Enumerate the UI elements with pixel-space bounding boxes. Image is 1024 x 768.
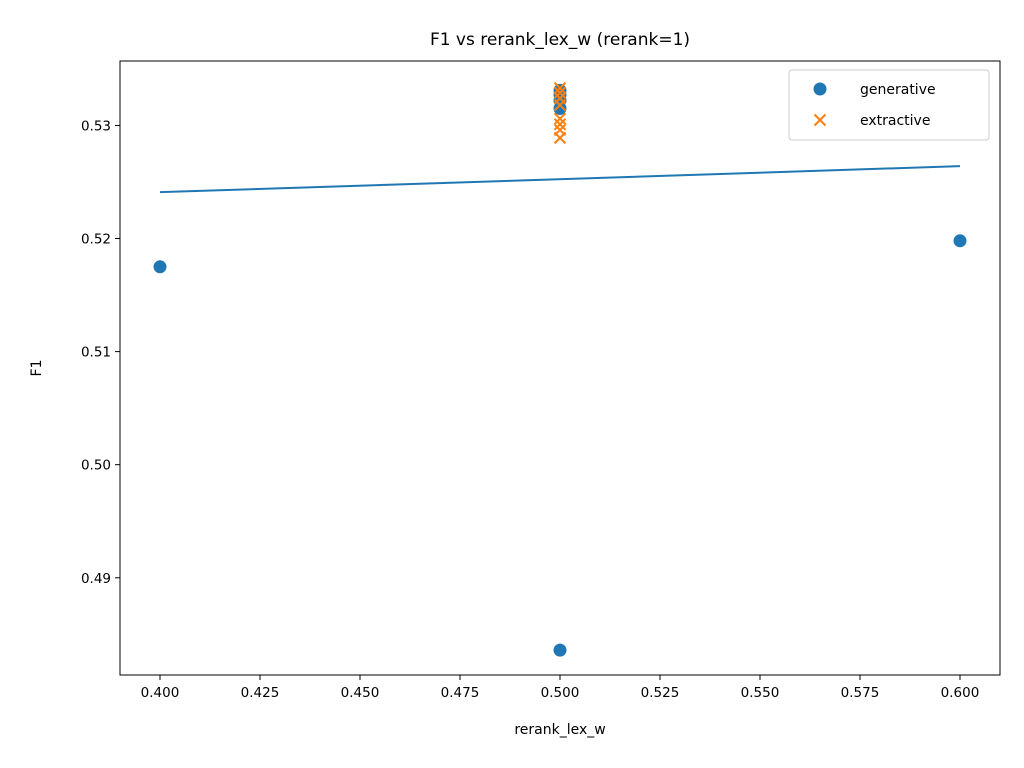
data-point-generative [153,260,167,274]
y-tick-label: 0.50 [81,458,111,474]
legend-label-generative: generative [860,82,936,98]
x-tick-label: 0.400 [141,685,180,701]
trend-line [159,165,961,194]
x-tick-label: 0.600 [941,685,980,701]
x-tick-label: 0.550 [741,685,780,701]
x-tick-label: 0.475 [441,685,480,701]
legend-box [788,69,990,141]
data-point-extractive [553,92,567,105]
data-point-generative [953,234,967,248]
y-tick-label: 0.53 [81,118,111,134]
x-tick-label: 0.500 [541,685,580,701]
x-tick-label: 0.575 [841,685,880,701]
y-tick-label: 0.49 [81,571,111,587]
data-point-extractive [553,123,567,137]
x-tick-label: 0.425 [241,685,280,701]
y-tick-label: 0.52 [81,232,111,248]
legend-marker-generative [813,82,827,96]
data-point-extractive [553,112,567,125]
y-tick-label: 0.51 [81,345,111,361]
legend: generative extractive [788,69,990,141]
plot-area: 0.400 0.425 0.450 0.475 0.500 0.525 0.550 0.575… [81,60,1001,701]
y-axis-label: F1 [29,360,45,377]
data-point-extractive [553,86,567,99]
x-tick-label: 0.525 [641,685,680,701]
chart-title: F1 vs rerank_lex_w (rerank=1) [430,30,690,50]
data-point-generative [553,83,567,97]
legend-label-extractive: extractive [860,113,930,129]
legend-marker-extractive [813,113,827,127]
data-point-extractive [553,118,567,131]
data-point-extractive [553,81,567,95]
x-axis-label: rerank_lex_w [514,722,605,738]
x-tick-label: 0.450 [341,685,380,701]
data-point-generative [553,643,567,657]
